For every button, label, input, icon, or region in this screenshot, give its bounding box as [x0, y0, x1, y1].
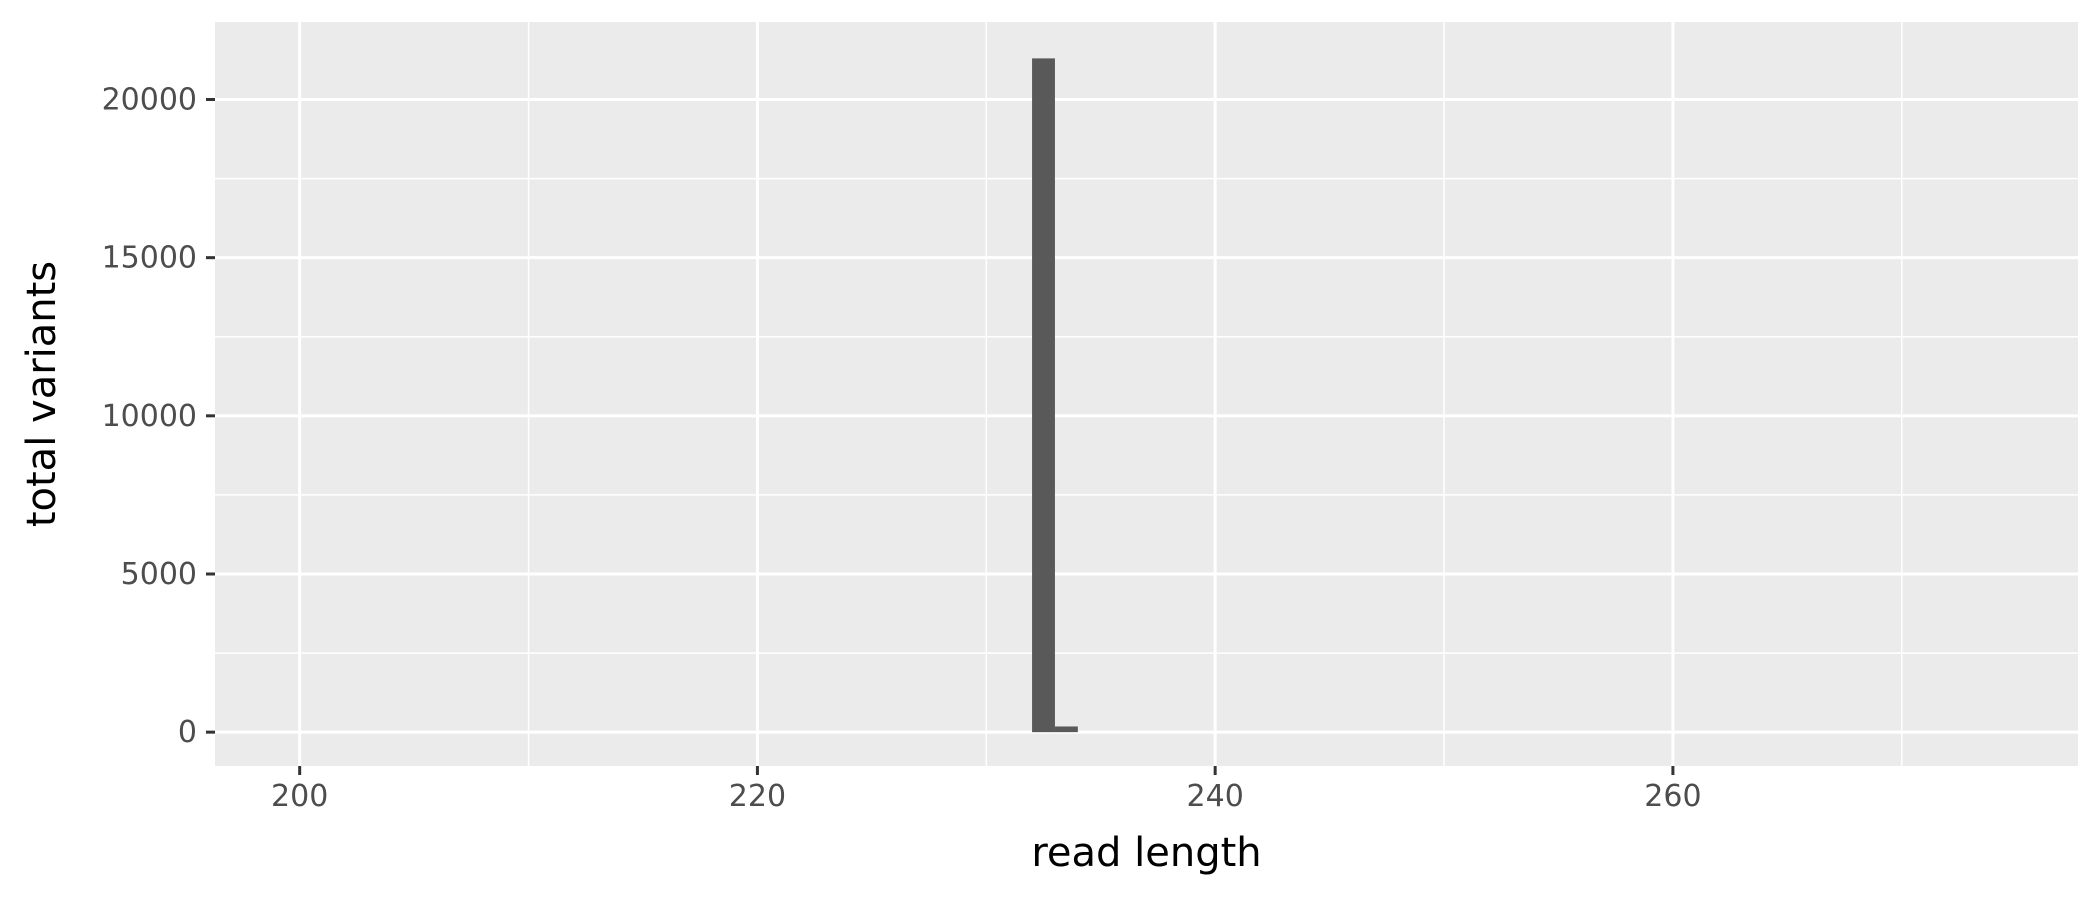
x-tick-labels: 200 220 240 260 [271, 779, 1701, 814]
major-gridlines [215, 22, 2078, 766]
y-tick-label: 20000 [102, 83, 197, 118]
x-tick-label: 240 [1187, 779, 1244, 814]
y-tick-label: 10000 [102, 399, 197, 434]
histogram-bars [1032, 58, 1078, 733]
x-tick-label: 260 [1644, 779, 1701, 814]
plot-panel [215, 22, 2078, 766]
y-axis-title: total variants [19, 261, 65, 527]
x-tick-label: 220 [729, 779, 786, 814]
histogram-bar [1054, 726, 1078, 733]
axis-ticks [206, 98, 1675, 775]
y-tick-label: 0 [178, 715, 197, 750]
minor-gridlines [215, 22, 2078, 766]
x-axis-title: read length [1031, 830, 1261, 876]
x-tick-label: 200 [271, 779, 328, 814]
y-tick-labels: 0 5000 10000 15000 20000 [102, 83, 197, 751]
histogram-bar [1032, 58, 1055, 733]
y-tick-label: 15000 [102, 241, 197, 276]
y-tick-label: 5000 [121, 557, 197, 592]
